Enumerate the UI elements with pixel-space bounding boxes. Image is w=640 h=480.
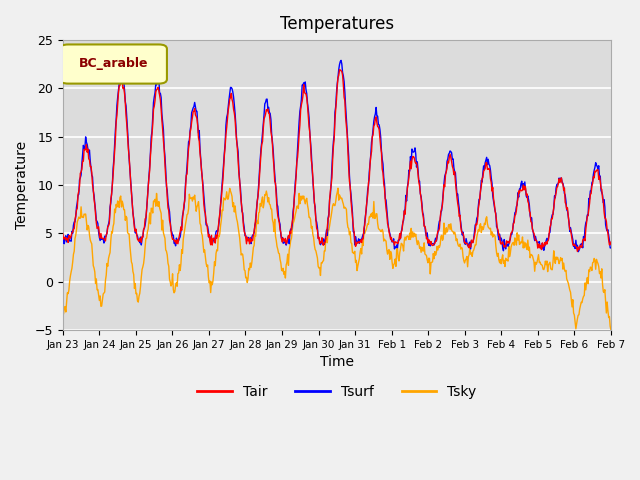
Tair xyxy=(404,180,412,186)
Tsky xyxy=(59,312,67,318)
Tair xyxy=(69,229,77,235)
Tsurf xyxy=(337,58,345,63)
Tsurf xyxy=(404,179,412,185)
Tair xyxy=(336,67,344,72)
Tair xyxy=(210,235,218,241)
Tsurf xyxy=(210,237,218,243)
Tsky xyxy=(125,231,133,237)
Line: Tsurf: Tsurf xyxy=(63,60,611,252)
Y-axis label: Temperature: Temperature xyxy=(15,141,29,229)
Tsky xyxy=(404,234,412,240)
Tair xyxy=(420,223,428,229)
Tsurf xyxy=(125,156,133,161)
Line: Tair: Tair xyxy=(63,70,611,252)
Tsurf xyxy=(181,195,189,201)
Tsurf xyxy=(59,240,67,246)
Legend: Tair, Tsurf, Tsky: Tair, Tsurf, Tsky xyxy=(191,379,483,404)
Tsky xyxy=(210,270,218,276)
Tair xyxy=(573,249,581,254)
Tsky xyxy=(334,185,342,191)
Line: Tsky: Tsky xyxy=(63,188,611,330)
Tsurf xyxy=(69,230,77,236)
Tair xyxy=(607,239,615,245)
Tair xyxy=(181,198,189,204)
Text: BC_arable: BC_arable xyxy=(79,58,148,71)
Tair xyxy=(125,154,133,160)
FancyBboxPatch shape xyxy=(60,45,167,84)
Tsurf xyxy=(420,223,428,228)
Tsurf xyxy=(607,245,615,251)
Tsky xyxy=(181,227,189,233)
Tsky xyxy=(69,259,77,265)
Tsky xyxy=(420,240,428,246)
Tsky xyxy=(607,327,615,333)
X-axis label: Time: Time xyxy=(320,355,354,369)
Tair xyxy=(59,231,67,237)
Tsurf xyxy=(574,249,582,254)
Title: Temperatures: Temperatures xyxy=(280,15,394,33)
